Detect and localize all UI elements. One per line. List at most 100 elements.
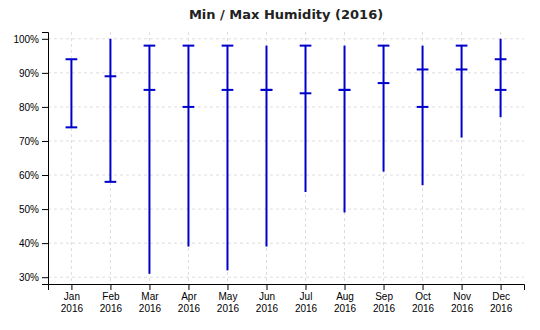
x-tick-label: Jun2016	[256, 291, 279, 314]
x-tick: Oct2016	[412, 284, 435, 314]
range-line	[383, 46, 385, 172]
y-tick-label: 30%	[19, 272, 39, 283]
y-tick-label: 80%	[19, 102, 39, 113]
x-tick-mark	[188, 284, 189, 290]
x-tick-label-line: Aug	[336, 291, 354, 302]
avg-max-tick	[66, 58, 78, 60]
x-tick-mark	[149, 284, 150, 290]
x-tick-label-line: 2016	[373, 303, 396, 314]
x-tick-label: Sep2016	[373, 291, 396, 314]
x-tick-label-line: Sep	[375, 291, 393, 302]
avg-max-tick	[261, 89, 273, 91]
x-tick-label-line: Jan	[64, 291, 80, 302]
range-line	[70, 59, 72, 127]
avg-min-tick	[339, 89, 351, 91]
y-tick: 50%	[19, 204, 48, 215]
x-tick: Dec2016	[490, 284, 513, 314]
range-line	[265, 46, 267, 247]
x-tick: Jul2016	[295, 284, 318, 314]
x-tick-label-line: Mar	[141, 291, 159, 302]
range-line	[422, 46, 424, 186]
x-tick-mark	[384, 284, 385, 290]
x-tick-mark	[227, 284, 228, 290]
chart-container: 30%40%50%60%70%80%90%100%Jan2016Feb2016M…	[0, 0, 540, 330]
x-tick-label-line: 2016	[139, 303, 162, 314]
y-tick-mark	[42, 73, 48, 74]
x-tick-label-line: Apr	[181, 291, 197, 302]
avg-min-tick	[417, 106, 429, 108]
x-tick-label-line: Feb	[102, 291, 120, 302]
range-line	[148, 46, 150, 274]
avg-max-tick	[495, 58, 507, 60]
x-grid-line	[71, 32, 72, 284]
range-line	[461, 46, 463, 138]
x-tick: Sep2016	[373, 284, 396, 314]
y-grid-line	[48, 277, 524, 278]
y-grid-line	[48, 175, 524, 176]
x-tick-label-line: 2016	[178, 303, 201, 314]
avg-max-tick	[300, 45, 312, 47]
avg-max-tick	[378, 45, 390, 47]
avg-min-tick	[261, 89, 273, 91]
avg-min-tick	[66, 126, 78, 128]
x-grid-line	[344, 32, 345, 284]
x-tick: Jun2016	[256, 284, 279, 314]
y-tick-mark	[42, 107, 48, 108]
avg-min-tick	[300, 92, 312, 94]
y-grid-line	[48, 243, 524, 244]
y-tick-mark	[42, 39, 48, 40]
y-grid-line	[48, 72, 524, 73]
x-tick-label-line: Nov	[453, 291, 471, 302]
marks	[66, 39, 507, 274]
y-tick: 40%	[19, 238, 48, 249]
x-tick-mark	[345, 284, 346, 290]
y-grid-line	[48, 140, 524, 141]
y-grid-line	[48, 38, 524, 39]
range-line	[109, 39, 111, 182]
x-tick-label-line: 2016	[256, 303, 279, 314]
x-tick-label-line: Dec	[492, 291, 510, 302]
avg-max-tick	[183, 45, 195, 47]
x-tick-mark	[501, 284, 502, 290]
x-tick-mark	[462, 284, 463, 290]
y-tick: 30%	[19, 272, 48, 283]
y-tick-label: 50%	[19, 204, 39, 215]
range-line	[305, 46, 307, 192]
x-tick-label-line: 2016	[61, 303, 84, 314]
x-tick-label-line: 2016	[100, 303, 123, 314]
x-grid-line	[149, 32, 150, 284]
x-tick: Apr2016	[178, 284, 201, 314]
x-tick-label-line: 2016	[412, 303, 435, 314]
x-tick-label-line: 2016	[490, 303, 513, 314]
y-tick: 100%	[13, 34, 48, 45]
y-tick: 90%	[19, 68, 48, 79]
y-tick-label: 60%	[19, 170, 39, 181]
x-tick-label-line: 2016	[451, 303, 474, 314]
avg-min-tick	[144, 89, 156, 91]
x-axis-line	[49, 285, 525, 291]
range-line	[226, 46, 228, 271]
x-tick-label-line: May	[219, 291, 238, 302]
x-tick-label: Jul2016	[295, 291, 318, 314]
avg-min-tick	[183, 106, 195, 108]
y-axis: 30% 40% 50% 60% 70% 80% 90% 100%	[13, 33, 48, 285]
range-line	[344, 46, 346, 213]
y-grid-line	[48, 209, 524, 210]
y-tick: 70%	[19, 136, 48, 147]
chart: 30%40%50%60%70%80%90%100%Jan2016Feb2016M…	[0, 0, 540, 330]
range-line	[187, 46, 189, 247]
avg-max-tick	[339, 89, 351, 91]
y-tick: 60%	[19, 170, 48, 181]
x-grid-line	[305, 32, 306, 284]
y-tick-mark	[42, 175, 48, 176]
x-tick: Aug2016	[334, 284, 357, 314]
y-tick-mark	[42, 243, 48, 244]
grid	[48, 32, 524, 284]
x-grid-line	[383, 32, 384, 284]
avg-max-tick	[144, 45, 156, 47]
x-tick-label-line: Jun	[259, 291, 275, 302]
x-tick-label: Mar2016	[139, 291, 162, 314]
x-tick: May2016	[217, 284, 240, 314]
x-tick-label-line: Jul	[300, 291, 313, 302]
x-tick-mark	[423, 284, 424, 290]
